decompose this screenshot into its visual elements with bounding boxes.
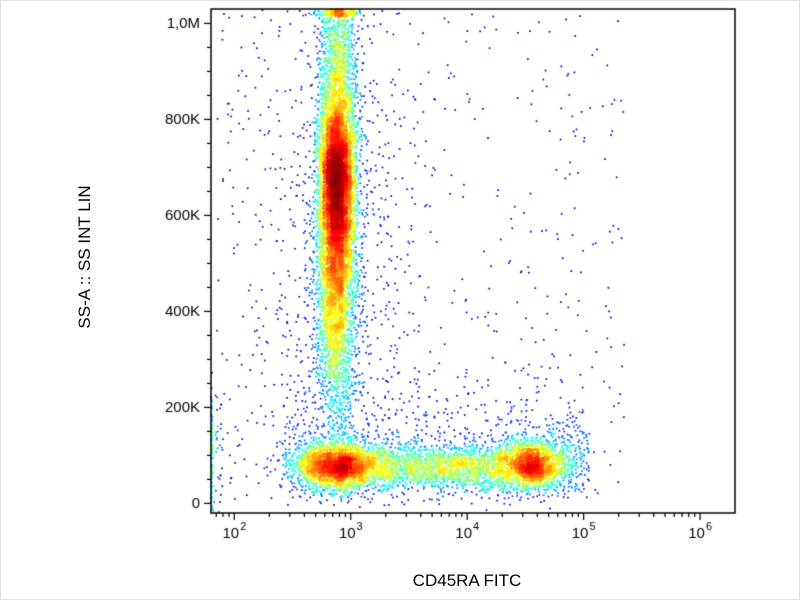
x-axis-label: CD45RA FITC [412,571,522,590]
y-axis-label: SS-A :: SS INT LIN [75,185,94,329]
